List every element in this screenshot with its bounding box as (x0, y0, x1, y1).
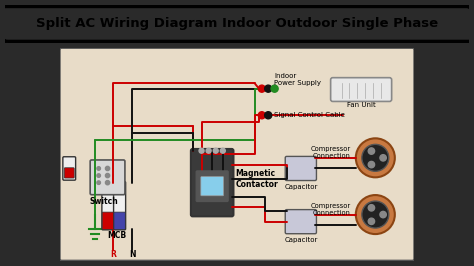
FancyBboxPatch shape (102, 182, 114, 230)
Circle shape (368, 205, 374, 211)
Circle shape (220, 148, 225, 153)
Circle shape (356, 195, 395, 234)
FancyBboxPatch shape (191, 149, 234, 216)
Circle shape (362, 144, 389, 171)
Text: R: R (110, 250, 116, 259)
Text: Indoor
Power Supply: Indoor Power Supply (274, 73, 321, 86)
Text: N: N (129, 250, 136, 259)
FancyBboxPatch shape (63, 157, 76, 180)
Circle shape (105, 166, 109, 171)
Circle shape (97, 174, 100, 177)
FancyBboxPatch shape (201, 177, 224, 196)
Circle shape (206, 148, 211, 153)
Circle shape (362, 201, 389, 228)
FancyBboxPatch shape (285, 156, 317, 181)
Text: Capacitor: Capacitor (284, 184, 318, 190)
Circle shape (199, 148, 204, 153)
FancyBboxPatch shape (102, 212, 114, 230)
Text: Capacitor: Capacitor (284, 237, 318, 243)
Circle shape (368, 148, 374, 154)
Circle shape (380, 155, 386, 161)
Text: Signal Control Cable: Signal Control Cable (274, 112, 345, 118)
FancyBboxPatch shape (60, 48, 414, 261)
FancyBboxPatch shape (64, 168, 74, 178)
FancyBboxPatch shape (196, 171, 228, 201)
Circle shape (368, 218, 374, 225)
Text: Magnetic
Contactor: Magnetic Contactor (235, 169, 278, 189)
Circle shape (97, 181, 100, 184)
Circle shape (380, 211, 386, 218)
Text: Switch: Switch (90, 197, 118, 206)
Circle shape (368, 161, 374, 168)
Text: Compressor
Connection: Compressor Connection (310, 203, 350, 216)
Circle shape (213, 148, 218, 153)
Circle shape (264, 112, 272, 119)
Text: Split AC Wiring Diagram Indoor Outdoor Single Phase: Split AC Wiring Diagram Indoor Outdoor S… (36, 18, 438, 30)
FancyBboxPatch shape (285, 210, 317, 234)
Circle shape (356, 138, 395, 177)
Text: Compressor
Connection: Compressor Connection (310, 146, 350, 159)
FancyBboxPatch shape (90, 160, 125, 195)
Text: MCB: MCB (108, 231, 127, 240)
FancyBboxPatch shape (114, 212, 125, 230)
Circle shape (264, 85, 272, 92)
Text: Fan Unit: Fan Unit (347, 102, 375, 108)
FancyBboxPatch shape (114, 182, 126, 230)
Circle shape (105, 173, 109, 178)
Circle shape (105, 181, 109, 185)
FancyBboxPatch shape (331, 78, 392, 101)
Circle shape (258, 112, 265, 119)
Circle shape (271, 85, 278, 92)
Circle shape (258, 85, 265, 92)
Circle shape (97, 167, 100, 170)
